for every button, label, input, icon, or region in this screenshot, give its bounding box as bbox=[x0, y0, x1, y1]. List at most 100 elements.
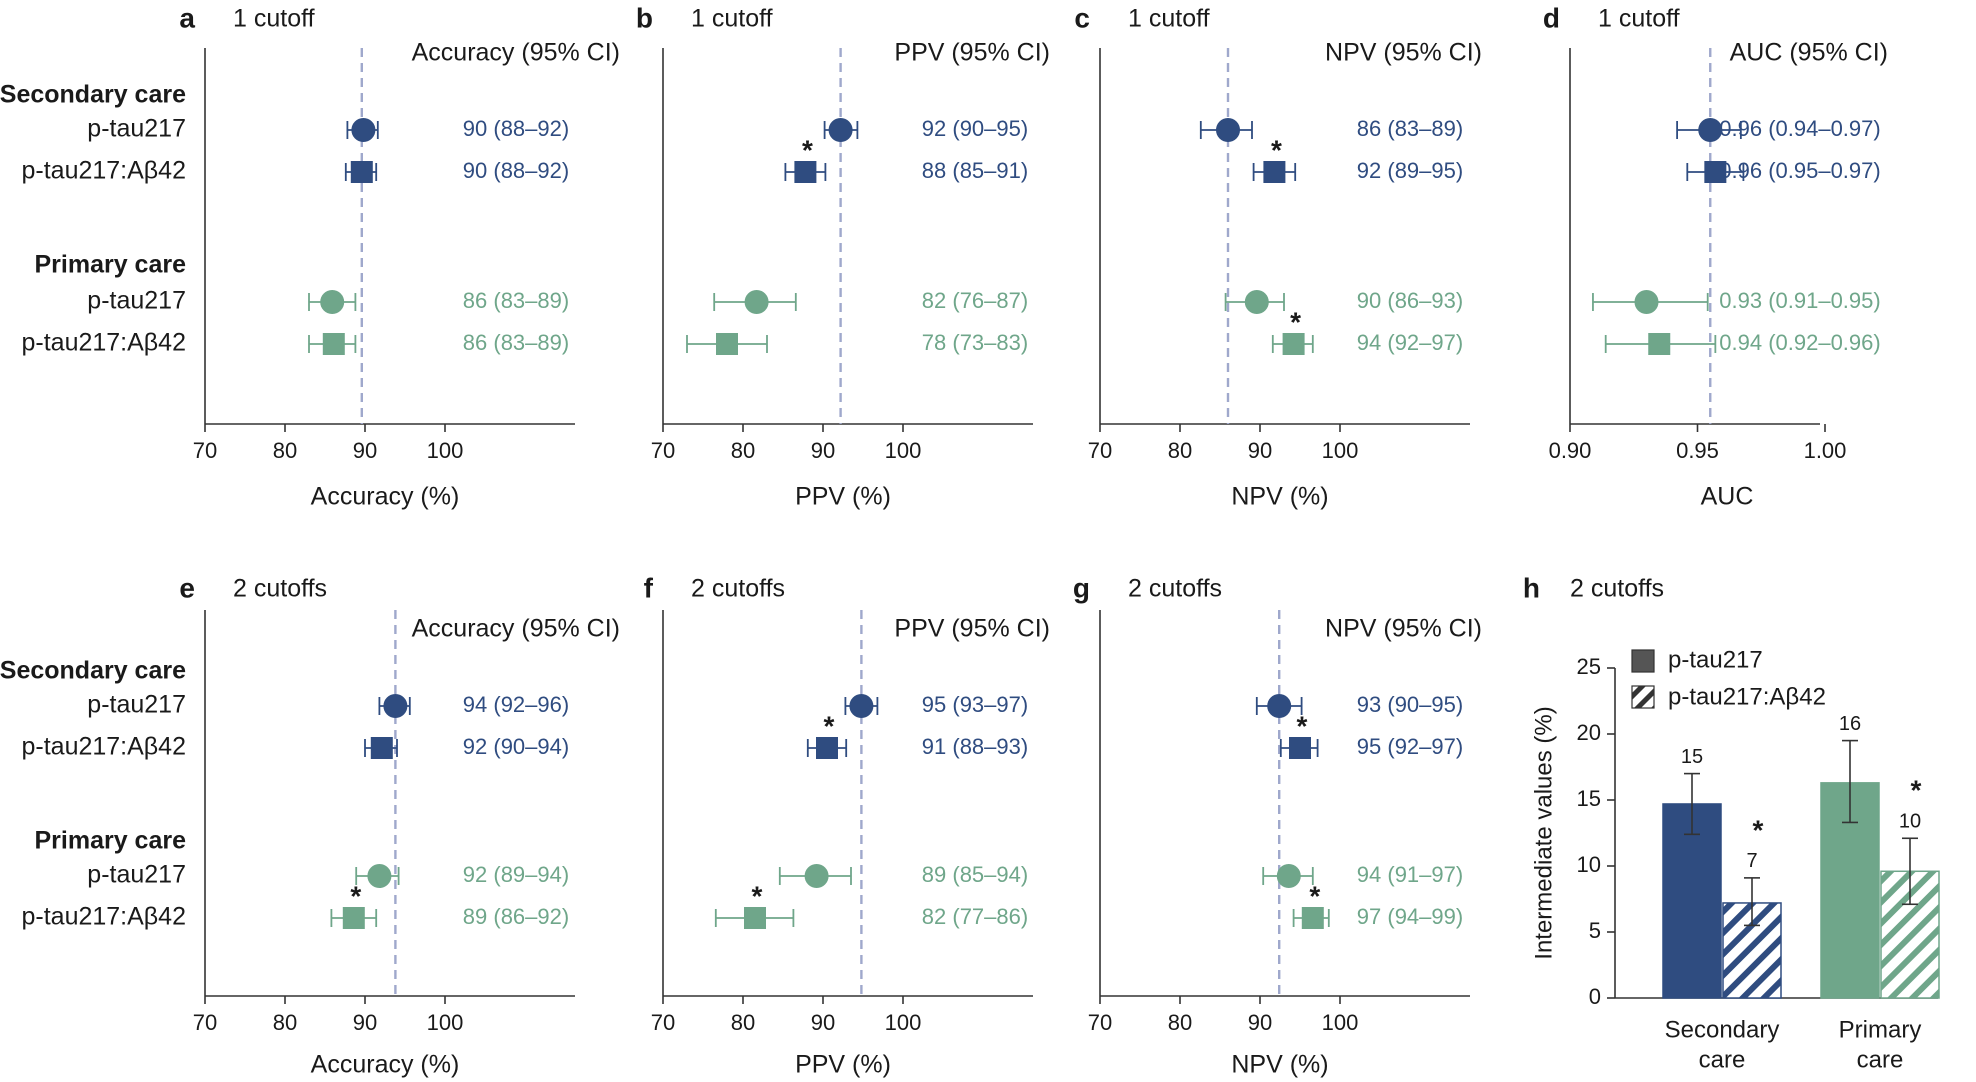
panel-a: a 1 cutoff Accuracy (95% CI) 70 80 90 100 Accur… bbox=[0, 2, 620, 510]
significance-star: * bbox=[1271, 134, 1282, 165]
significance-star: * bbox=[1753, 814, 1764, 845]
ci-value-label: 94 (92–96) bbox=[463, 692, 569, 717]
x-tick-label: 0.90 bbox=[1549, 438, 1592, 463]
row-label: p-tau217 bbox=[87, 115, 186, 143]
panel-subtitle: 1 cutoff bbox=[233, 5, 315, 33]
x-tick-label: 70 bbox=[1088, 438, 1112, 463]
point-circle bbox=[744, 290, 769, 314]
x-tick-label: 100 bbox=[885, 1010, 922, 1035]
point-circle bbox=[1634, 290, 1659, 314]
panel-letter: h bbox=[1523, 572, 1540, 603]
x-tick-label: 90 bbox=[1248, 1010, 1272, 1035]
panel-letter: e bbox=[179, 572, 195, 603]
ci-value-label: 82 (76–87) bbox=[922, 288, 1028, 313]
ci-value-label: 95 (92–97) bbox=[1357, 734, 1463, 759]
ci-value-label: 86 (83–89) bbox=[1357, 116, 1463, 141]
ci-value-label: 0.96 (0.94–0.97) bbox=[1719, 116, 1880, 141]
panel-b: b 1 cutoff PPV (95% CI) 70 80 90 100 PPV (%) 92 … bbox=[636, 2, 1050, 510]
point-circle bbox=[1276, 864, 1301, 888]
x-tick-label: 100 bbox=[885, 438, 922, 463]
x-tick-label: 0.95 bbox=[1676, 438, 1719, 463]
panel-f: f 2 cutoffs PPV (95% CI) 70 80 90 100 PPV (%) 95… bbox=[644, 572, 1050, 1078]
x-tick-label: 100 bbox=[1322, 1010, 1359, 1035]
point-circle bbox=[828, 118, 853, 142]
row-label: p-tau217 bbox=[87, 861, 186, 889]
x-tick-label: 70 bbox=[193, 438, 217, 463]
point-square bbox=[370, 737, 393, 759]
ci-value-label: 92 (89–95) bbox=[1357, 158, 1463, 183]
x-axis-label: AUC bbox=[1701, 483, 1754, 511]
bar-value-label: 10 bbox=[1899, 811, 1921, 833]
legend-label: p-tau217:Aβ42 bbox=[1668, 683, 1826, 710]
ci-value-label: 90 (88–92) bbox=[463, 116, 569, 141]
y-tick-label: 20 bbox=[1577, 720, 1601, 745]
point-square bbox=[1704, 161, 1727, 183]
row-label: p-tau217:Aβ42 bbox=[21, 157, 186, 185]
ci-value-label: 97 (94–99) bbox=[1357, 904, 1463, 929]
panel-letter: c bbox=[1074, 2, 1090, 33]
ci-value-label: 94 (91–97) bbox=[1357, 862, 1463, 887]
row-label: p-tau217:Aβ42 bbox=[21, 903, 186, 931]
panel-subtitle: 1 cutoff bbox=[1598, 5, 1680, 33]
significance-star: * bbox=[752, 880, 763, 911]
category-label: care bbox=[1857, 1046, 1904, 1073]
point-circle bbox=[1267, 694, 1292, 718]
bar-value-label: 16 bbox=[1839, 713, 1861, 735]
ci-value-label: 93 (90–95) bbox=[1357, 692, 1463, 717]
point-circle bbox=[320, 290, 345, 314]
x-tick-label: 100 bbox=[427, 438, 464, 463]
x-tick-label: 1.00 bbox=[1804, 438, 1847, 463]
ci-header: PPV (95% CI) bbox=[894, 39, 1050, 67]
panel-h: h 2 cutoffs 0 5 10 15 20 25 Intermediate values … bbox=[1523, 572, 1940, 1073]
group-label-secondary: Secondary care bbox=[0, 657, 186, 685]
panel-letter: d bbox=[1543, 2, 1560, 33]
panel-letter: f bbox=[644, 572, 654, 603]
ci-header: Accuracy (95% CI) bbox=[412, 615, 620, 643]
ci-header: NPV (95% CI) bbox=[1325, 615, 1482, 643]
x-tick-label: 90 bbox=[1248, 438, 1272, 463]
panel-subtitle: 2 cutoffs bbox=[233, 575, 327, 603]
x-tick-label: 70 bbox=[651, 1010, 675, 1035]
point-circle bbox=[367, 864, 392, 888]
panel-subtitle: 1 cutoff bbox=[691, 5, 773, 33]
x-tick-label: 90 bbox=[353, 438, 377, 463]
y-axis-label: Intermediate values (%) bbox=[1530, 706, 1557, 959]
legend-label: p-tau217 bbox=[1668, 646, 1763, 673]
point-circle bbox=[1244, 290, 1269, 314]
x-tick-label: 70 bbox=[651, 438, 675, 463]
panel-subtitle: 1 cutoff bbox=[1128, 5, 1210, 33]
row-label: p-tau217 bbox=[87, 691, 186, 719]
x-axis-label: Accuracy (%) bbox=[311, 1051, 460, 1079]
point-circle bbox=[351, 118, 376, 142]
x-axis-label: PPV (%) bbox=[795, 483, 891, 511]
point-square bbox=[342, 907, 365, 929]
category-label: Secondary bbox=[1665, 1016, 1780, 1043]
panel-subtitle: 2 cutoffs bbox=[1570, 575, 1664, 603]
panel-letter: a bbox=[179, 2, 195, 33]
ci-value-label: 94 (92–97) bbox=[1357, 330, 1463, 355]
panel-subtitle: 2 cutoffs bbox=[1128, 575, 1222, 603]
y-tick-label: 25 bbox=[1577, 654, 1601, 679]
group-label-secondary: Secondary care bbox=[0, 81, 186, 109]
panel-letter: g bbox=[1073, 572, 1090, 603]
point-circle bbox=[849, 694, 874, 718]
point-square bbox=[1289, 737, 1311, 759]
ci-value-label: 92 (90–95) bbox=[922, 116, 1028, 141]
significance-star: * bbox=[824, 710, 835, 741]
point-square bbox=[716, 333, 738, 355]
point-circle bbox=[1216, 118, 1240, 142]
x-tick-label: 100 bbox=[427, 1010, 464, 1035]
group-label-primary: Primary care bbox=[34, 251, 186, 279]
significance-star: * bbox=[1309, 880, 1320, 911]
x-tick-label: 100 bbox=[1322, 438, 1359, 463]
ci-value-label: 82 (77–86) bbox=[922, 904, 1028, 929]
panel-c: c 1 cutoff NPV (95% CI) 70 80 90 100 NPV (%) 86 … bbox=[1074, 2, 1482, 510]
ci-header: NPV (95% CI) bbox=[1325, 39, 1482, 67]
category-label: care bbox=[1699, 1046, 1746, 1073]
point-square bbox=[816, 737, 838, 759]
x-axis-label: NPV (%) bbox=[1231, 483, 1328, 511]
bar-value-label: 7 bbox=[1746, 850, 1757, 872]
y-tick-label: 0 bbox=[1589, 984, 1601, 1009]
legend-swatch-solid bbox=[1631, 649, 1655, 673]
